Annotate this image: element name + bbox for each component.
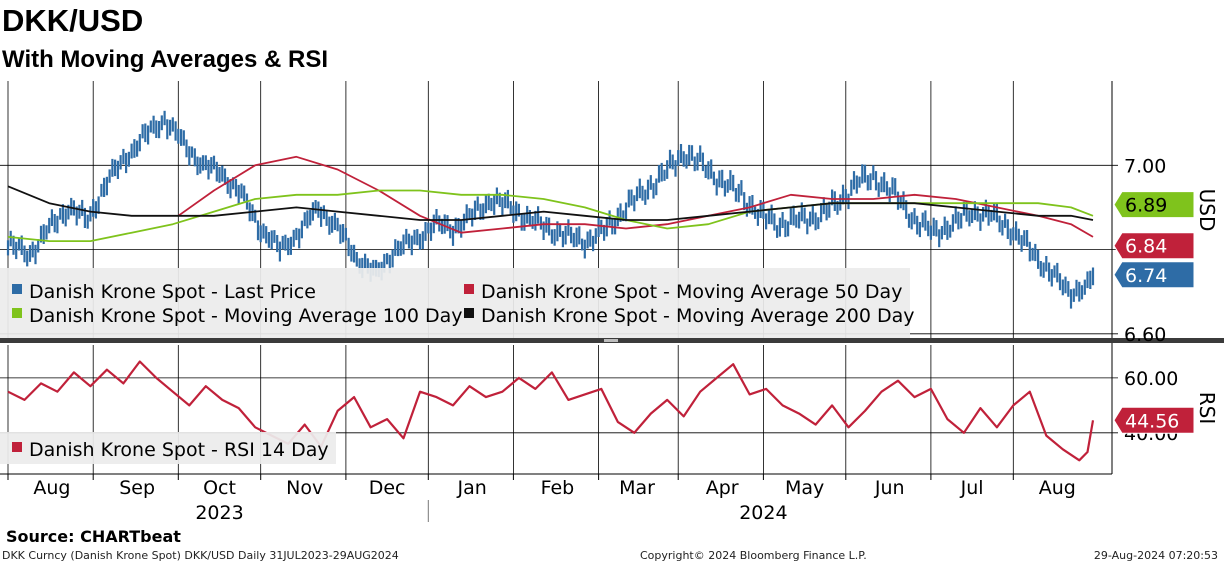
price-value-tag-shape — [1113, 261, 1195, 289]
source-note: Source: CHARTbeat — [6, 527, 181, 546]
price-value-tag-label: 6.84 — [1125, 236, 1167, 258]
price-legend-box — [0, 268, 910, 338]
year-label: 2023 — [195, 502, 243, 524]
month-label: Jul — [960, 477, 984, 499]
legend-label-ma100: Danish Krone Spot - Moving Average 100 D… — [29, 305, 463, 327]
rsi-tick-label: 60.00 — [1124, 368, 1178, 390]
rsi-value-tag-label: 44.56 — [1125, 410, 1179, 432]
price-tick-label: 6.60 — [1124, 324, 1166, 346]
ma100-line — [7, 189, 1094, 243]
month-label: Aug — [1039, 477, 1076, 499]
chart-frame — [0, 81, 1224, 480]
rsi-legend-box — [0, 432, 336, 464]
chart-subtitle: With Moving Averages & RSI — [2, 46, 329, 73]
month-label: Dec — [369, 477, 406, 499]
month-label: Feb — [541, 477, 575, 499]
rsi-panel-series — [7, 360, 1095, 462]
month-label: Jun — [874, 477, 905, 499]
price-value-tag-shape — [1113, 232, 1195, 260]
copyright-note: Copyright© 2024 Bloomberg Finance L.P. — [640, 549, 867, 562]
timestamp: 29-Aug-2024 07:20:53 — [1093, 549, 1218, 562]
month-label: Oct — [203, 477, 236, 499]
rsi-line — [7, 360, 1095, 462]
year-label: 2024 — [739, 502, 787, 524]
month-label: Apr — [706, 477, 739, 499]
month-label: Nov — [286, 477, 323, 499]
legend-swatch-ma100 — [12, 308, 22, 318]
rsi-axis-title: RSI — [1195, 392, 1219, 425]
panel-divider-grip — [604, 339, 618, 342]
price-axis-title: USD — [1195, 189, 1219, 232]
chart-legends: Danish Krone Spot - Last Price Danish Kro… — [0, 268, 915, 464]
ma50-line — [177, 155, 1094, 238]
month-label: Mar — [619, 477, 655, 499]
legend-label-ma50: Danish Krone Spot - Moving Average 50 Da… — [481, 281, 902, 303]
legend-label-price: Danish Krone Spot - Last Price — [29, 281, 316, 303]
legend-swatch-ma50 — [464, 284, 474, 294]
month-label: Aug — [33, 477, 70, 499]
ma200-line — [7, 185, 1094, 221]
legend-swatch-rsi — [12, 442, 22, 452]
legend-label-ma200: Danish Krone Spot - Moving Average 200 D… — [481, 305, 915, 327]
price-value-tag-label: 6.89 — [1125, 195, 1167, 217]
value-tags: 6.89 6.84 6.74 44.56 — [1113, 191, 1195, 434]
price-value-tag-shape — [1113, 191, 1195, 219]
month-label: Sep — [119, 477, 155, 499]
ticker-info: DKK Curncy (Danish Krone Spot) DKK/USD D… — [2, 549, 399, 562]
price-value-tag-label: 6.74 — [1125, 265, 1167, 287]
price-panel-series — [6, 110, 1095, 309]
price-tick-label: 7.00 — [1124, 155, 1166, 177]
legend-swatch-price — [12, 284, 22, 294]
legend-swatch-ma200 — [464, 308, 474, 318]
month-label: May — [785, 477, 824, 499]
legend-label-rsi: Danish Krone Spot - RSI 14 Day — [29, 439, 329, 461]
chart-title: DKK/USD — [2, 3, 144, 38]
rsi-value-tag-shape — [1113, 406, 1195, 434]
month-label: Jan — [457, 477, 487, 499]
